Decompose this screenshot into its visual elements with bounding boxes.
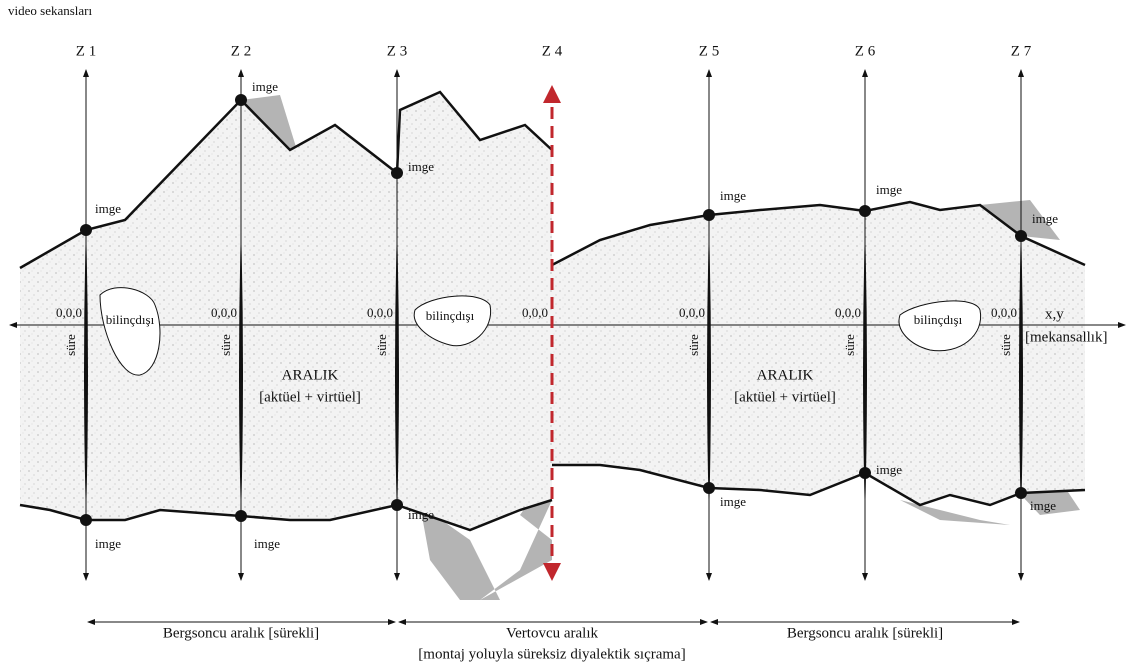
z-axis-label: Z 4 (542, 43, 563, 59)
image-label: imge (876, 462, 902, 477)
lower-contour (19, 498, 553, 532)
duration-label: süre (998, 334, 1013, 356)
image-point (391, 167, 403, 179)
image-point (235, 510, 247, 522)
image-label: imge (720, 188, 746, 203)
sequence-right (552, 202, 1085, 505)
origin-label: 0,0,0 (991, 305, 1017, 320)
duration-spindle (395, 225, 399, 520)
image-label: imge (95, 201, 121, 216)
origin-label: 0,0,0 (522, 305, 548, 320)
image-label: imge (408, 507, 434, 522)
interval-title: ARALIK (282, 367, 339, 383)
image-point (1015, 487, 1027, 499)
image-point (859, 467, 871, 479)
duration-label: süre (218, 334, 233, 356)
z-axis-label: Z 5 (699, 43, 719, 59)
x-axis-label: x,y (1045, 306, 1064, 322)
image-point (235, 94, 247, 106)
duration-spindle (707, 225, 711, 520)
image-label: imge (720, 494, 746, 509)
image-label: imge (1030, 498, 1056, 513)
image-point (1015, 230, 1027, 242)
unconscious-blob (413, 295, 492, 347)
origin-label: 0,0,0 (211, 305, 237, 320)
image-point (859, 205, 871, 217)
image-label: imge (252, 79, 278, 94)
image-point (80, 514, 92, 526)
unconscious-label: bilinçdışı (426, 308, 475, 323)
x-axis-sublabel: [mekansallık] (1025, 329, 1107, 345)
image-point (703, 209, 715, 221)
origin-label: 0,0,0 (679, 305, 705, 320)
z-axis-label: Z 2 (231, 43, 251, 59)
image-point (391, 499, 403, 511)
upper-contour (19, 90, 553, 270)
image-point (80, 224, 92, 236)
image-label: imge (408, 159, 434, 174)
image-label: imge (1032, 211, 1058, 226)
z-axis-label: Z 1 (76, 43, 96, 59)
interval-title: ARALIK (757, 367, 814, 383)
interval-subtitle: [aktüel + virtüel] (259, 389, 361, 405)
upper-contour (551, 200, 1086, 267)
origin-label: 0,0,0 (56, 305, 82, 320)
interval-subtitle: [aktüel + virtüel] (734, 389, 836, 405)
range-label: Vertovcu aralık (506, 625, 599, 641)
unconscious-blob (898, 300, 982, 352)
image-point (703, 482, 715, 494)
range-label: Bergsoncu aralık [sürekli] (163, 625, 319, 641)
range-sublabel: [montaj yoluyla süreksiz diyalektik sıçr… (418, 646, 685, 662)
duration-spindle (863, 225, 867, 520)
image-label: imge (876, 182, 902, 197)
origin-label: 0,0,0 (835, 305, 861, 320)
duration-label: süre (63, 334, 78, 356)
title: video sekansları (8, 3, 93, 18)
sequence-left (20, 92, 552, 530)
range-label: Bergsoncu aralık [sürekli] (787, 625, 943, 641)
unconscious-label: bilinçdışı (106, 312, 155, 327)
duration-label: süre (842, 334, 857, 356)
unconscious-label: bilinçdışı (914, 312, 963, 327)
duration-spindle (1019, 225, 1023, 520)
duration-label: süre (686, 334, 701, 356)
duration-label: süre (374, 334, 389, 356)
image-label: imge (254, 536, 280, 551)
image-label: imge (95, 536, 121, 551)
duration-spindle (84, 225, 88, 520)
z-axis-label: Z 7 (1011, 43, 1032, 59)
origin-label: 0,0,0 (367, 305, 393, 320)
unconscious-blob (99, 287, 161, 376)
z-axis-label: Z 3 (387, 43, 407, 59)
z-axis-label: Z 6 (855, 43, 876, 59)
lower-contour (552, 463, 1086, 507)
duration-spindle (239, 225, 243, 520)
